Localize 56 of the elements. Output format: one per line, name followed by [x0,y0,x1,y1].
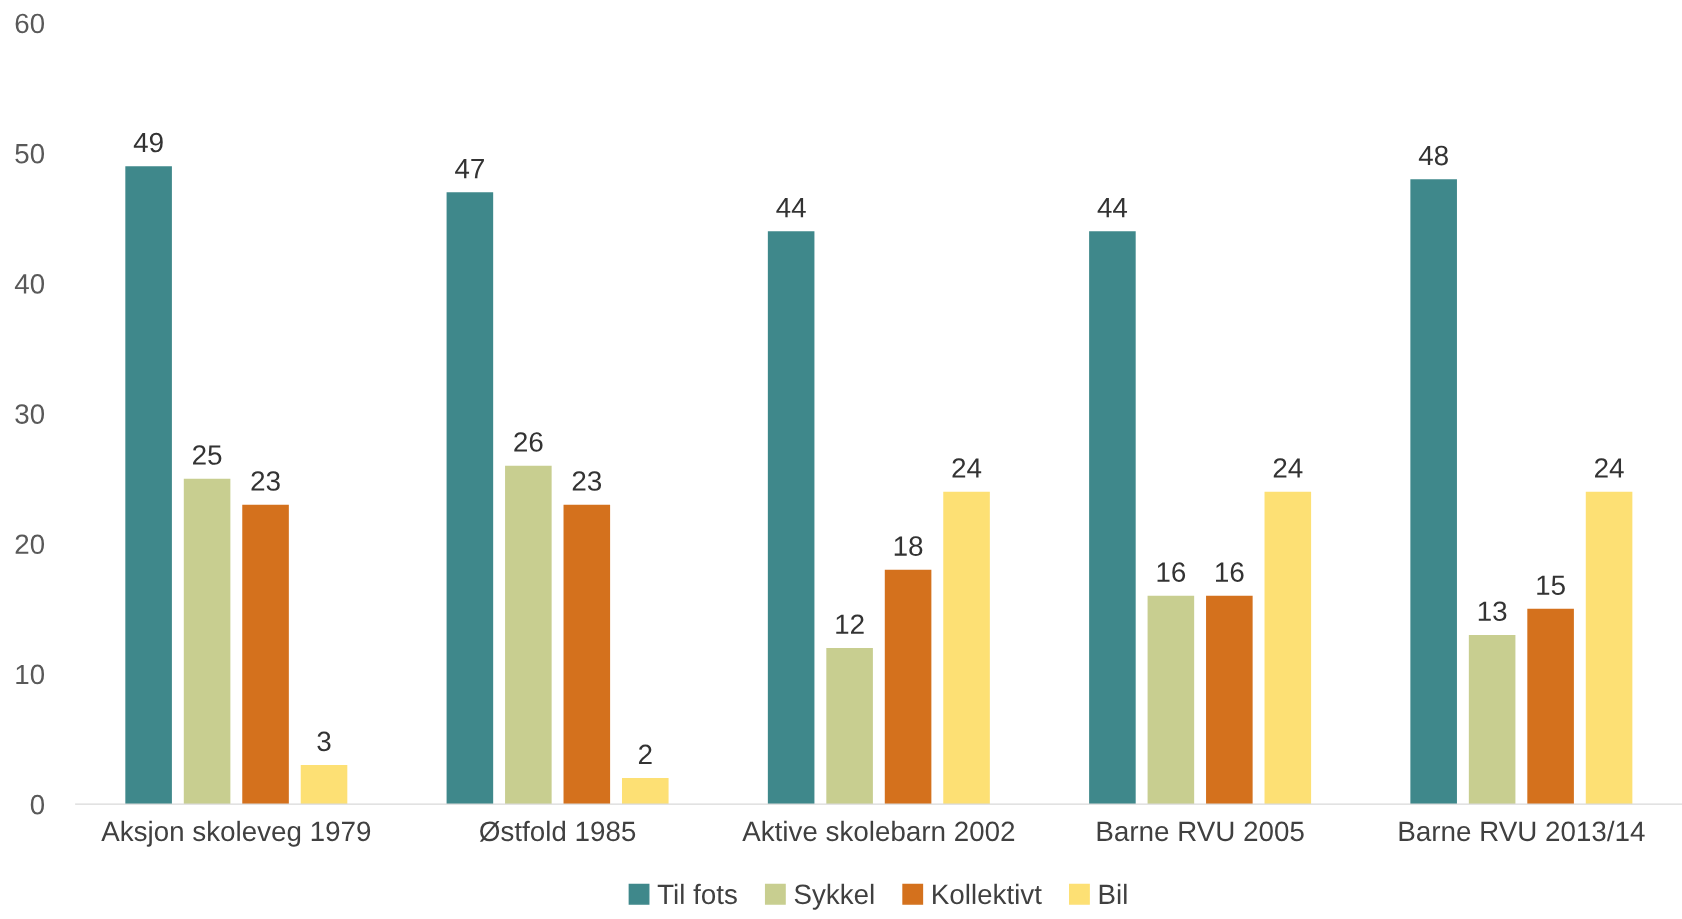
bar [1264,491,1312,805]
data-label: 12 [836,614,864,634]
data-label: 26 [514,432,543,452]
data-label: 2 [638,744,652,764]
data-label: 24 [1273,458,1303,478]
bar [1410,179,1457,805]
data-label: 47 [455,159,484,179]
x-tick-label: Barne RVU 2013/14 [1399,820,1645,842]
data-label: 44 [1097,198,1128,218]
bar [1468,634,1516,805]
bar [943,491,990,805]
bar [242,504,289,805]
data-label: 16 [1157,562,1186,582]
bar [1089,231,1136,805]
bar [767,231,815,805]
bar [884,569,932,805]
data-label: 15 [1537,575,1565,596]
bar [446,192,494,805]
data-label: 13 [1478,601,1507,622]
data-label: 24 [952,458,982,478]
bar [1206,595,1253,805]
bar [183,478,231,805]
legend-label: Til fots [657,883,737,905]
bar [300,765,348,805]
bar [826,647,873,805]
bar [505,465,552,805]
data-label: 44 [776,198,806,218]
y-tick-label: 30 [15,404,45,424]
bar [1147,595,1195,805]
data-label: 23 [251,471,280,491]
data-label: 16 [1216,562,1244,582]
data-label: 23 [572,471,602,491]
y-tick-label: 40 [14,274,45,294]
bar [1585,491,1633,805]
data-label: 18 [894,536,923,556]
x-tick-label: Østfold 1985 [479,820,636,842]
data-label: 48 [1418,145,1448,166]
data-label: 49 [133,132,163,153]
y-tick-label: 20 [15,534,45,555]
legend-label: Bil [1099,883,1127,904]
y-tick-label: 60 [15,13,45,34]
x-tick-label: Aktive skolebarn 2002 [742,820,1015,842]
data-label: 3 [317,731,331,752]
bar [622,778,669,805]
data-label: 25 [193,445,222,465]
y-tick-label: 10 [16,664,45,685]
x-tick-label: Barne RVU 2005 [1097,821,1304,842]
legend-label: Sykkel [794,883,874,910]
data-label: 24 [1595,458,1624,478]
bar [125,166,172,805]
y-tick-label: 50 [15,143,45,164]
x-tick-label: Aksjon skoleveg 1979 [101,820,371,847]
bar [1527,608,1574,805]
bar [563,504,611,805]
legend-label: Kollektivt [933,883,1042,905]
y-tick-label: 0 [30,794,45,815]
